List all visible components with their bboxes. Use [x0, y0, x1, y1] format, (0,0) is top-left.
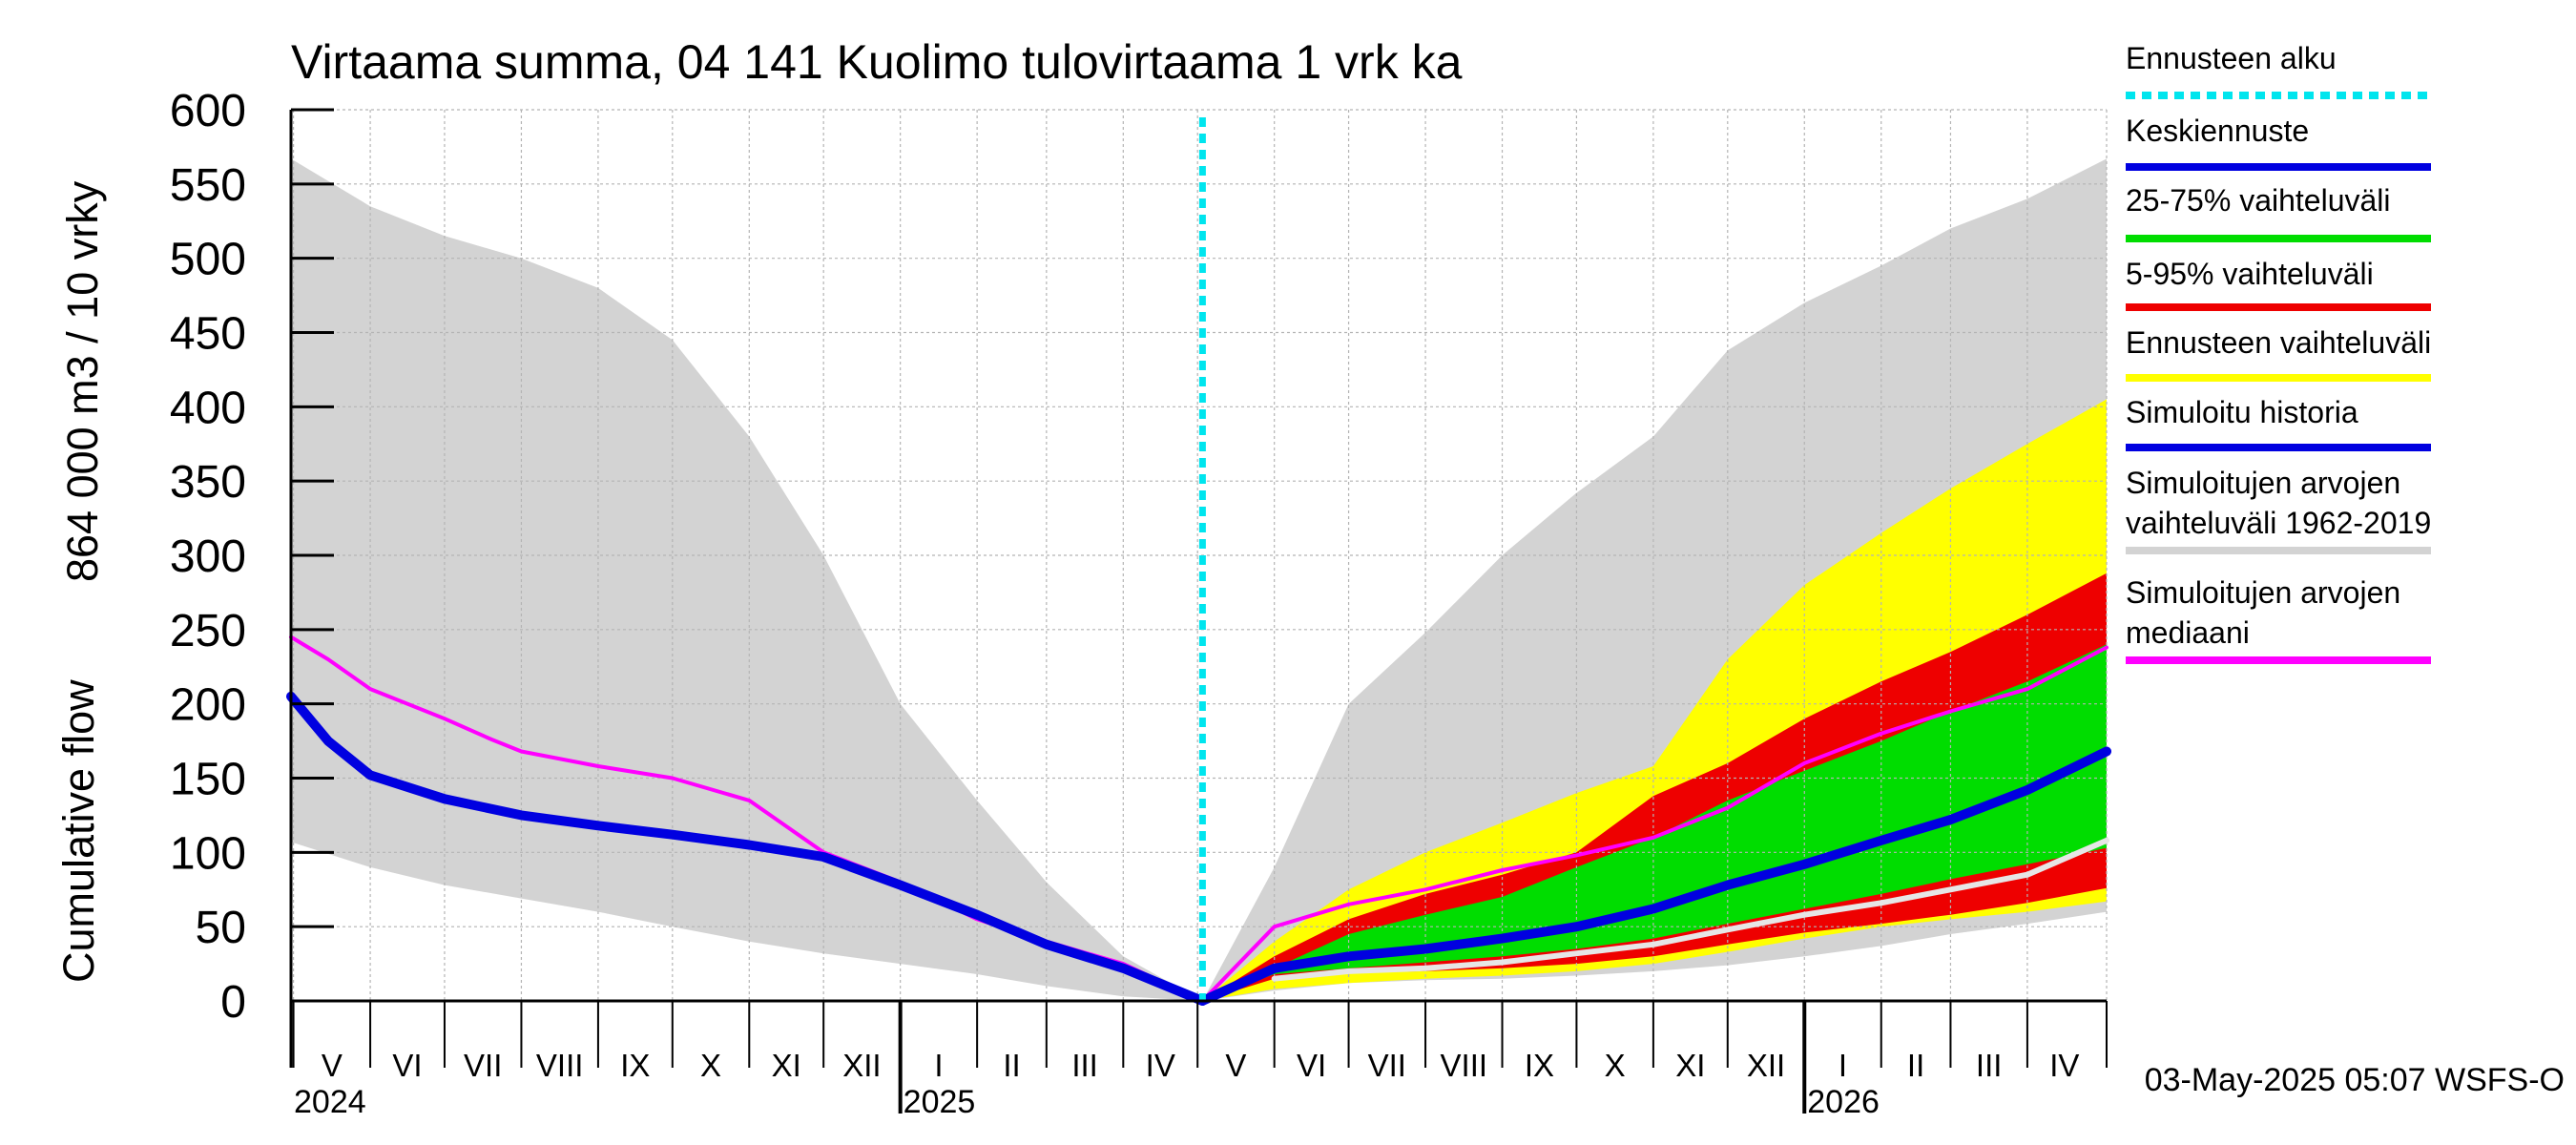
legend-label-6: Simuloitujen arvojen [2126, 466, 2400, 500]
chart-lines [286, 117, 2111, 1006]
x-tick-label-15: VIII [1441, 1048, 1488, 1083]
x-tick-label-14: VII [1368, 1048, 1406, 1083]
x-tick-label-2: VII [464, 1048, 502, 1083]
line-keskiennuste [1197, 746, 2111, 1006]
chart-grid [291, 109, 2108, 1001]
legend-label-5: Simuloitu historia [2126, 395, 2358, 429]
x-tick-label-4: IX [620, 1048, 650, 1083]
line-white [1271, 837, 2109, 982]
line-simuloitu-historia [286, 691, 1208, 1006]
legend-label2-6: vaihteluväli 1962-2019 [2126, 506, 2431, 540]
x-tick-label-21: II [1907, 1048, 1924, 1083]
year-label-2024: 2024 [294, 1084, 366, 1120]
x-tick-label-23: IV [2049, 1048, 2079, 1083]
y-tick-label-550: 550 [170, 160, 246, 211]
x-tick-label-22: III [1976, 1048, 2003, 1083]
x-tick-label-9: II [1003, 1048, 1020, 1083]
x-tick-label-8: I [934, 1048, 943, 1083]
x-tick-label-0: V [322, 1048, 343, 1083]
y-tick-label-100: 100 [170, 828, 246, 879]
chart-bands [291, 158, 2107, 1001]
y-tick-label-400: 400 [170, 383, 246, 433]
x-tick-label-20: I [1839, 1048, 1847, 1083]
y-tick-label-0: 0 [220, 977, 246, 1028]
y-axis-label-primary: 864 000 m3 / 10 vrky [58, 180, 107, 582]
legend: Ennusteen alku Keskiennuste 25-75% vaihtel… [2126, 41, 2431, 664]
legend-label-2: 25-75% vaihteluväli [2126, 183, 2391, 218]
x-tick-label-7: XII [842, 1048, 881, 1083]
x-tick-label-19: XII [1747, 1048, 1785, 1083]
x-tick-label-1: VI [392, 1048, 422, 1083]
x-tick-label-6: XI [772, 1048, 801, 1083]
y-tick-label-450: 450 [170, 309, 246, 360]
x-tick-label-17: X [1605, 1048, 1626, 1083]
footer-timestamp: 03-May-2025 05:07 WSFS-O [2145, 1062, 2565, 1098]
y-tick-label-250: 250 [170, 606, 246, 656]
y-tick-label-200: 200 [170, 680, 246, 731]
legend-label-3: 5-95% vaihteluväli [2126, 257, 2374, 291]
y-tick-label-300: 300 [170, 531, 246, 582]
y-tick-label-150: 150 [170, 755, 246, 805]
y-tick-label-600: 600 [170, 86, 246, 136]
y-tick-label-50: 50 [196, 903, 246, 953]
x-tick-label-11: IV [1146, 1048, 1175, 1083]
y-axis-label-secondary: Cumulative flow [54, 679, 103, 983]
y-tick-label-350: 350 [170, 457, 246, 508]
year-label-2026: 2026 [1807, 1084, 1880, 1120]
x-tick-label-18: XI [1675, 1048, 1705, 1083]
legend-label-1: Keskiennuste [2126, 114, 2309, 148]
x-tick-label-10: III [1071, 1048, 1098, 1083]
x-tick-label-13: VI [1297, 1048, 1326, 1083]
y-tick-label-500: 500 [170, 235, 246, 285]
x-tick-label-16: IX [1525, 1048, 1554, 1083]
x-tick-label-12: V [1225, 1048, 1246, 1083]
x-tick-label-3: VIII [536, 1048, 584, 1083]
x-tick-label-5: X [700, 1048, 721, 1083]
legend-label-4: Ennusteen vaihteluväli [2126, 325, 2431, 360]
legend-label2-7: mediaani [2126, 615, 2250, 650]
legend-label-7: Simuloitujen arvojen [2126, 575, 2400, 610]
year-label-2025: 2025 [904, 1084, 976, 1120]
chart-title: Virtaama summa, 04 141 Kuolimo tulovirta… [291, 35, 1463, 89]
legend-label-0: Ennusteen alku [2126, 41, 2337, 75]
